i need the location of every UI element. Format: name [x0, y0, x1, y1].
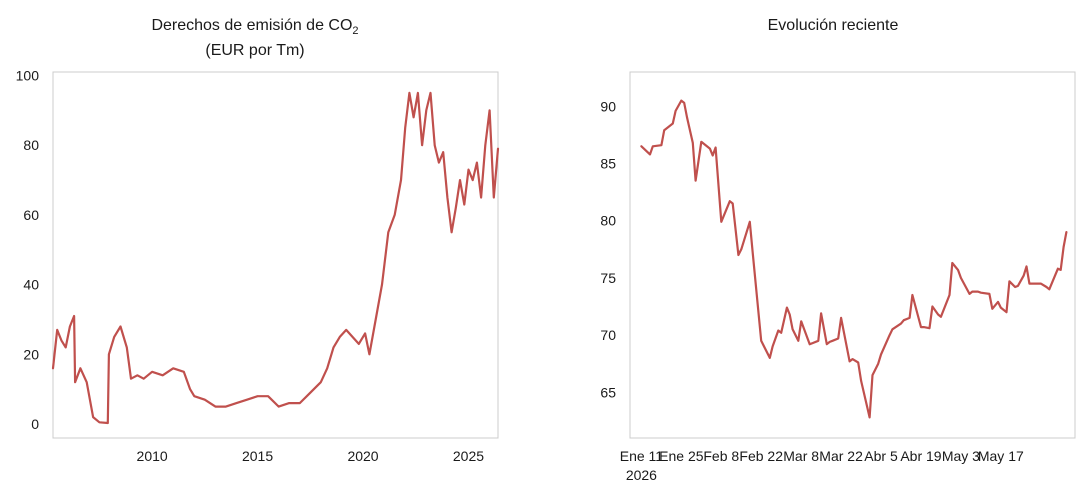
chart-right-title: Evolución reciente — [768, 17, 899, 34]
chart-left-y-tick-label: 40 — [23, 277, 39, 293]
chart-right: Evolución reciente 65 70 75 80 85 90 Ene 11En… — [600, 17, 1076, 482]
chart-left-x-tick-label: 2025 — [453, 448, 484, 464]
chart-right-y-tick-label: 85 — [600, 156, 616, 172]
chart-right-x-tick-label: Ene 25 — [659, 448, 704, 464]
chart-left-y-tick-label: 60 — [23, 207, 39, 223]
chart-right-y-tick-label: 90 — [600, 98, 616, 114]
chart-right-x-tick-label: Abr 19 — [900, 448, 941, 464]
chart-left-y-axis: 0 20 40 60 80 100 — [16, 67, 40, 432]
chart-right-x-year-label: 2026 — [626, 467, 657, 482]
chart-right-x-tick-label: Abr 5 — [864, 448, 898, 464]
chart-right-x-tick-label: Mar 8 — [783, 448, 819, 464]
chart-left-x-axis: 2010 2015 2020 2025 — [137, 448, 485, 464]
chart-left-plot-area — [52, 71, 499, 439]
chart-right-x-tick-label: Mar 22 — [819, 448, 863, 464]
chart-right-y-tick-label: 75 — [600, 270, 616, 286]
chart-right-y-tick-label: 80 — [600, 213, 616, 229]
chart-left-x-tick-label: 2020 — [347, 448, 378, 464]
chart-right-x-tick-label: Feb 22 — [739, 448, 783, 464]
chart-right-y-tick-label: 70 — [600, 327, 616, 343]
chart-left-series-line — [51, 91, 500, 425]
chart-right-y-tick-label: 65 — [600, 384, 616, 400]
chart-right-y-axis: 65 70 75 80 85 90 — [600, 98, 616, 400]
chart-right-x-tick-label: Feb 8 — [703, 448, 739, 464]
chart-left-y-tick-label: 100 — [16, 67, 40, 83]
chart-right-plot-area — [629, 71, 1076, 439]
chart-left-y-tick-label: 0 — [31, 416, 39, 432]
chart-left-y-tick-label: 20 — [23, 346, 39, 362]
chart-right-x-tick-label: May 3 — [942, 448, 980, 464]
chart-right-series-line — [640, 99, 1068, 419]
chart-left-subtitle: (EUR por Tm) — [205, 42, 304, 59]
chart-left-x-tick-label: 2010 — [137, 448, 168, 464]
chart-left-x-tick-label: 2015 — [242, 448, 273, 464]
chart-left: Derechos de emisión de CO2 (EUR por Tm) … — [16, 17, 500, 464]
chart-left-y-tick-label: 80 — [23, 137, 39, 153]
chart-right-x-tick-label: Ene 11 — [620, 448, 664, 464]
chart-right-x-tick-label: May 17 — [978, 448, 1024, 464]
chart-left-title: Derechos de emisión de CO2 — [151, 17, 358, 37]
